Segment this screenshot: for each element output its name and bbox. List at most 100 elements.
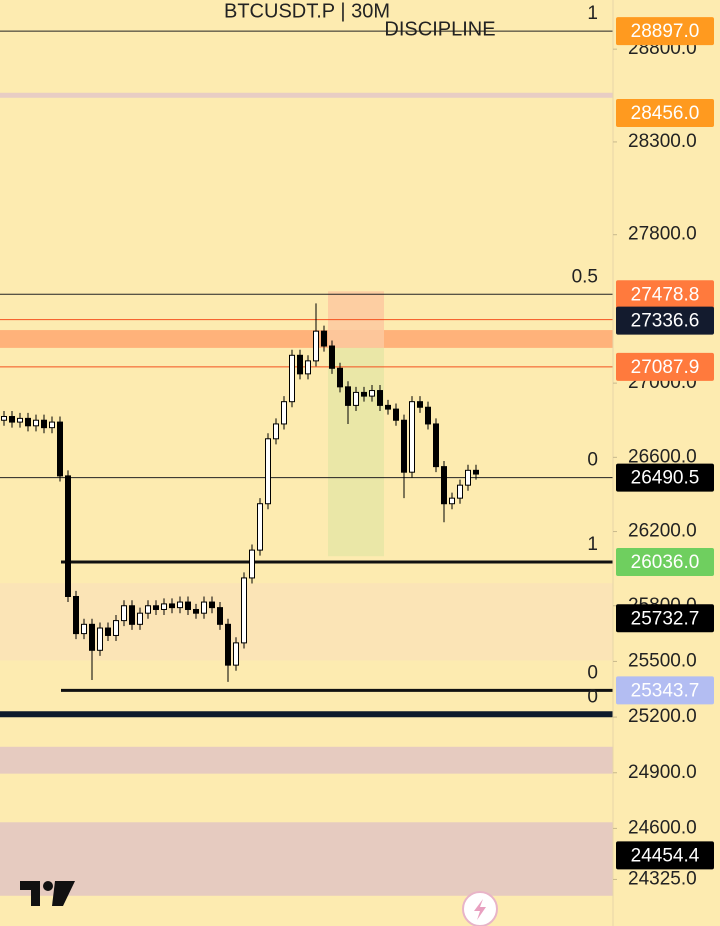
- price-tag-label: 28456.0: [631, 103, 700, 124]
- y-tick-label: 25200.0: [628, 706, 697, 727]
- price-tag: [616, 352, 714, 381]
- tradingview-logo: [20, 881, 75, 906]
- candle-body: [113, 620, 119, 636]
- candle-body: [361, 391, 367, 397]
- candle-body: [17, 417, 23, 423]
- y-tick-label: 25500.0: [628, 650, 697, 671]
- candle-body: [313, 330, 319, 362]
- level-label: 1: [587, 534, 598, 555]
- price-tag-label: 26036.0: [631, 552, 700, 573]
- candle-body: [161, 603, 167, 610]
- level-label: 0: [587, 662, 598, 683]
- level-label: 0: [587, 686, 598, 707]
- candle-body: [281, 401, 287, 425]
- price-tag: [616, 547, 714, 576]
- price-tag-label: 27087.9: [631, 357, 700, 378]
- price-tag: [616, 676, 714, 705]
- price-axis: 28800.028300.027800.027000.026600.026200…: [613, 38, 697, 889]
- level-label: 0.5: [572, 266, 598, 287]
- candle-body: [241, 577, 247, 644]
- candle-body: [409, 401, 415, 473]
- candle-body: [153, 605, 159, 610]
- candle-body: [385, 404, 391, 410]
- candle-body: [377, 390, 383, 406]
- price-tag: [616, 280, 714, 309]
- y-tick-label: 28300.0: [628, 131, 697, 152]
- candle-body: [145, 605, 151, 614]
- candle-body: [433, 423, 439, 468]
- candle-body: [121, 605, 127, 622]
- candle-body: [129, 605, 135, 625]
- candle-body: [65, 475, 71, 597]
- level-label: 1: [587, 3, 598, 24]
- y-tick-label: 24600.0: [628, 817, 697, 838]
- price-tag-label: 25732.7: [631, 608, 700, 629]
- candle-body: [185, 601, 191, 610]
- candle-body: [297, 354, 303, 375]
- price-tag: [616, 98, 714, 127]
- candle-body: [265, 438, 271, 505]
- level-label: 0: [587, 450, 598, 471]
- candle-body: [257, 503, 263, 551]
- candle-body: [217, 607, 223, 625]
- zones: [0, 92, 613, 896]
- candle-body: [473, 469, 479, 475]
- candle-body: [465, 469, 471, 486]
- zone: [0, 92, 613, 98]
- zone: [0, 330, 613, 348]
- candle-body: [57, 421, 63, 477]
- candle-body: [89, 623, 95, 651]
- candle-body: [105, 627, 111, 636]
- price-tag-label: 24454.4: [631, 845, 700, 866]
- candle-body: [249, 549, 255, 579]
- candle-body: [273, 423, 279, 440]
- candle-body: [73, 595, 79, 635]
- chart-subtitle: DISCIPLINE: [384, 18, 495, 40]
- zone: [0, 822, 613, 896]
- candle-body: [41, 419, 47, 429]
- levels: 1 0.5 0 1 0 0: [0, 3, 613, 718]
- candle-body: [81, 623, 87, 635]
- candle-body: [353, 391, 359, 406]
- candle-body: [369, 390, 375, 397]
- chart-title: BTCUSDT.P | 30M: [224, 0, 390, 22]
- lightning-button[interactable]: [462, 891, 498, 926]
- candle-body: [393, 408, 399, 421]
- candle-body: [193, 608, 199, 614]
- candle-body: [201, 601, 207, 614]
- price-tag: [616, 306, 714, 335]
- candles: [1, 303, 479, 682]
- candle-body: [233, 642, 239, 666]
- candle-body: [457, 484, 463, 499]
- candle-body: [33, 419, 39, 427]
- candle-body: [425, 406, 431, 425]
- y-tick-label: 24325.0: [628, 868, 697, 889]
- candle-body: [9, 416, 15, 423]
- candle-body: [417, 401, 423, 408]
- candle-body: [97, 627, 103, 651]
- candle-body: [49, 421, 55, 429]
- position-target: [328, 347, 384, 557]
- price-tags: 28897.028456.027478.827342.327336.627087…: [616, 17, 714, 870]
- y-tick-label: 27800.0: [628, 224, 697, 245]
- candle-body: [345, 386, 351, 406]
- zone: [0, 746, 613, 774]
- y-tick-label: 24900.0: [628, 762, 697, 783]
- candle-body: [441, 466, 447, 505]
- y-tick-label: 26600.0: [628, 446, 697, 467]
- candle-body: [209, 601, 215, 609]
- price-tag-label: 28897.0: [631, 21, 700, 42]
- candle-body: [25, 417, 31, 427]
- y-tick-label: 26200.0: [628, 521, 697, 542]
- candle-body: [337, 367, 343, 388]
- candle-body: [289, 354, 295, 403]
- price-tag: [616, 463, 714, 492]
- price-tag: [616, 604, 714, 633]
- candle-body: [169, 603, 175, 609]
- candle-body: [225, 623, 231, 666]
- price-tag-label: 26490.5: [631, 468, 700, 489]
- price-tag: [616, 841, 714, 870]
- candle-body: [177, 601, 183, 609]
- price-tag-label: 25343.7: [631, 680, 700, 701]
